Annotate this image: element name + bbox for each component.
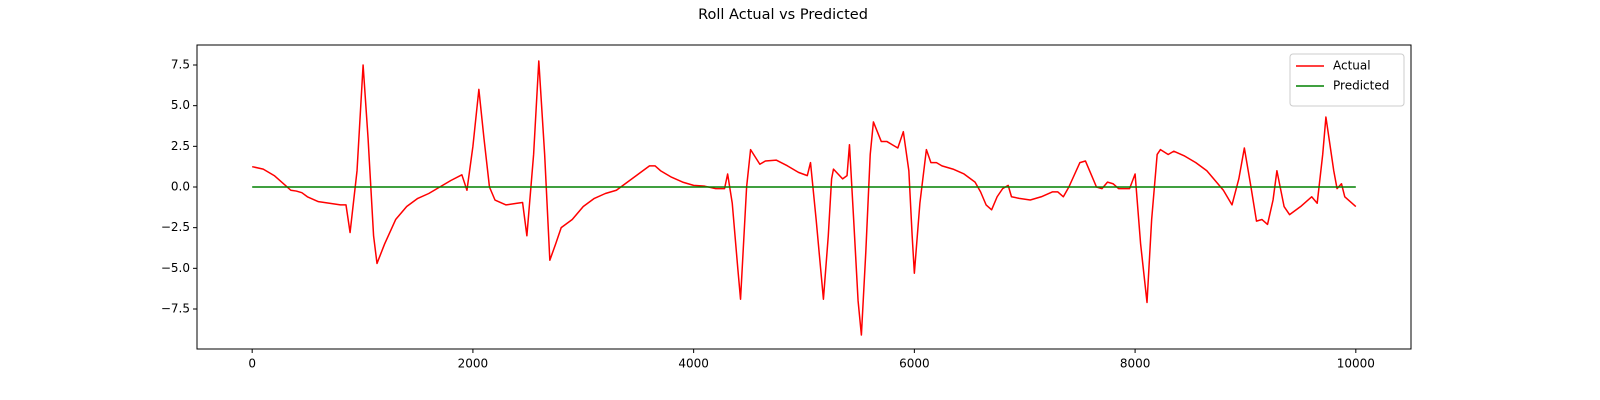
x-tick-label: 10000 [1337, 357, 1375, 371]
y-tick-label: −7.5 [161, 301, 190, 315]
legend-label: Actual [1333, 59, 1371, 73]
x-tick-label: 6000 [899, 357, 930, 371]
x-tick-label: 4000 [678, 357, 709, 371]
y-tick-label: 2.5 [171, 139, 190, 153]
y-tick-label: 0.0 [171, 179, 190, 193]
series-line [252, 60, 1357, 336]
y-tick-label: 7.5 [171, 58, 190, 72]
y-tick-label: −5.0 [161, 261, 190, 275]
x-tick-label: 2000 [458, 357, 489, 371]
legend-box [1289, 53, 1405, 107]
axes-frame [196, 44, 1412, 350]
chart-title: Roll Actual vs Predicted [698, 7, 868, 23]
legend-label: Predicted [1333, 79, 1389, 93]
y-tick-label: −2.5 [161, 220, 190, 234]
x-tick-label: 8000 [1120, 357, 1151, 371]
y-tick-label: 5.0 [171, 98, 190, 112]
x-tick-label: 0 [248, 357, 256, 371]
